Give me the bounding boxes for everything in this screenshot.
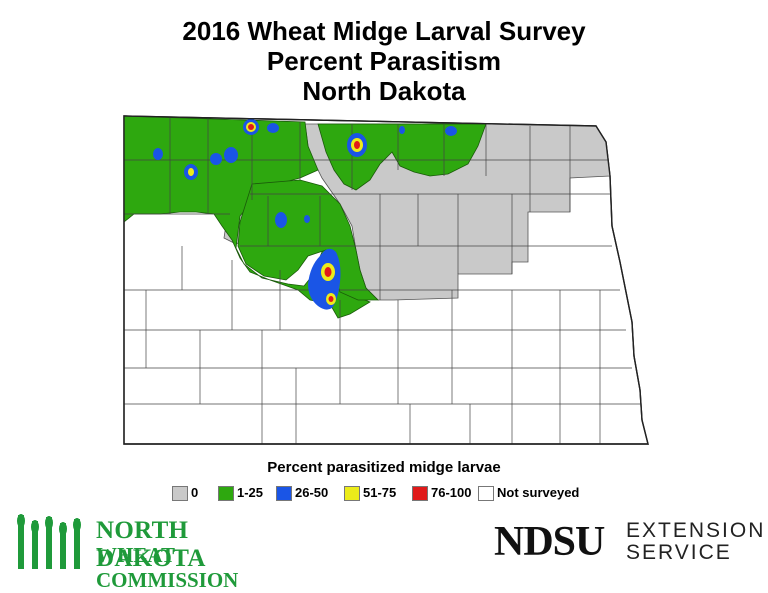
legend-swatch bbox=[218, 486, 234, 501]
ndsu-extension-logo: NDSU EXTENSION SERVICE bbox=[494, 518, 766, 568]
map-title-block: 2016 Wheat Midge Larval Survey Percent P… bbox=[0, 16, 768, 106]
low-parasitism-region-central bbox=[237, 179, 379, 301]
legend-label: 26-50 bbox=[295, 485, 329, 500]
legend-label: 0 bbox=[191, 485, 199, 500]
legend-label: 1-25 bbox=[237, 485, 264, 500]
legend-title: Percent parasitized midge larvae bbox=[267, 459, 501, 476]
legend-swatch bbox=[344, 486, 360, 501]
legend-label: 51-75 bbox=[363, 485, 397, 500]
legend-swatch bbox=[172, 486, 188, 501]
legend-swatch bbox=[478, 486, 494, 501]
north-dakota-map bbox=[123, 115, 649, 445]
nd-wheat-logo-line1: NORTH DAKOTA bbox=[96, 517, 206, 572]
ndsu-extension-line2: SERVICE bbox=[626, 541, 732, 564]
legend-swatch bbox=[412, 486, 428, 501]
parasitism-hotspots bbox=[153, 119, 457, 310]
map-title: 2016 Wheat Midge Larval Survey bbox=[182, 16, 586, 46]
map-subtitle: Percent Parasitism bbox=[266, 46, 502, 76]
wheat-icon bbox=[17, 514, 81, 569]
ndsu-extension-line1: EXTENSION bbox=[626, 519, 766, 542]
county-boundaries bbox=[124, 116, 640, 444]
nd-wheat-commission-logo: NORTH DAKOTA WHEAT COMMISSION bbox=[12, 513, 282, 592]
legend-label: Not surveyed bbox=[497, 485, 580, 500]
nd-wheat-logo-line2: WHEAT COMMISSION bbox=[96, 543, 239, 592]
legend-swatch bbox=[276, 486, 292, 501]
legend-label: 76-100 bbox=[431, 485, 472, 500]
ndsu-wordmark: NDSU bbox=[494, 519, 605, 565]
map-region-title: North Dakota bbox=[302, 76, 466, 106]
